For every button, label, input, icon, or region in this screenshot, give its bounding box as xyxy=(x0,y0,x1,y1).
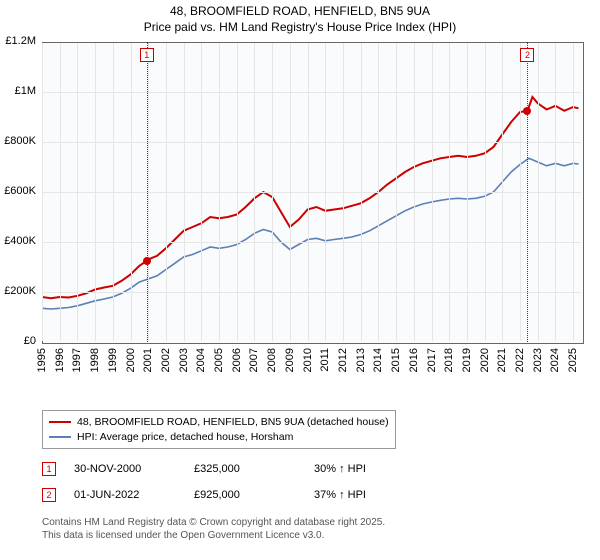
y-axis-label: £200K xyxy=(0,285,36,297)
x-axis-label: 2005 xyxy=(213,348,225,372)
x-axis-label: 2010 xyxy=(302,348,314,372)
legend-item: 48, BROOMFIELD ROAD, HENFIELD, BN5 9UA (… xyxy=(49,415,389,430)
transaction-badge: 2 xyxy=(42,488,56,502)
legend-label: 48, BROOMFIELD ROAD, HENFIELD, BN5 9UA (… xyxy=(77,415,389,430)
transaction-date: 30-NOV-2000 xyxy=(74,463,194,475)
series-line xyxy=(42,158,579,309)
series-line xyxy=(42,97,579,298)
x-axis-label: 1998 xyxy=(89,348,101,372)
y-axis-label: £600K xyxy=(0,185,36,197)
legend-item: HPI: Average price, detached house, Hors… xyxy=(49,430,389,445)
x-axis-label: 2018 xyxy=(443,348,455,372)
y-axis-label: £1.2M xyxy=(0,35,36,47)
x-axis-label: 2022 xyxy=(514,348,526,372)
x-axis-label: 2002 xyxy=(160,348,172,372)
transaction-delta: 37% ↑ HPI xyxy=(314,489,434,501)
x-axis-label: 2000 xyxy=(125,348,137,372)
marker-badge: 1 xyxy=(140,48,154,62)
x-axis-label: 2001 xyxy=(142,348,154,372)
x-axis-label: 2014 xyxy=(372,348,384,372)
y-axis-label: £800K xyxy=(0,135,36,147)
transaction-date: 01-JUN-2022 xyxy=(74,489,194,501)
marker-guide-line xyxy=(527,42,528,342)
x-axis-label: 1996 xyxy=(54,348,66,372)
y-axis-label: £1M xyxy=(0,85,36,97)
transaction-row: 1 30-NOV-2000£325,00030% ↑ HPI xyxy=(42,462,434,476)
x-axis-label: 2006 xyxy=(231,348,243,372)
marker-badge: 2 xyxy=(520,48,534,62)
x-axis-label: 2008 xyxy=(266,348,278,372)
x-axis-label: 1999 xyxy=(107,348,119,372)
chart-legend: 48, BROOMFIELD ROAD, HENFIELD, BN5 9UA (… xyxy=(42,410,396,449)
x-axis-label: 2003 xyxy=(178,348,190,372)
y-axis-label: £400K xyxy=(0,235,36,247)
x-axis-label: 2015 xyxy=(390,348,402,372)
x-axis-label: 2023 xyxy=(532,348,544,372)
chart-lines xyxy=(0,0,600,560)
transaction-price: £925,000 xyxy=(194,489,314,501)
legend-label: HPI: Average price, detached house, Hors… xyxy=(77,430,293,445)
y-axis-label: £0 xyxy=(0,335,36,347)
legend-swatch xyxy=(49,421,71,423)
x-axis-label: 2016 xyxy=(408,348,420,372)
x-axis-label: 2020 xyxy=(479,348,491,372)
x-axis-label: 2024 xyxy=(549,348,561,372)
transaction-badge: 1 xyxy=(42,462,56,476)
chart-attribution: Contains HM Land Registry data © Crown c… xyxy=(42,516,385,542)
transaction-row: 2 01-JUN-2022£925,00037% ↑ HPI xyxy=(42,488,434,502)
x-axis-label: 2021 xyxy=(496,348,508,372)
footer-line-2: This data is licensed under the Open Gov… xyxy=(42,529,385,542)
transaction-price: £325,000 xyxy=(194,463,314,475)
x-axis-label: 2011 xyxy=(319,348,331,372)
transaction-delta: 30% ↑ HPI xyxy=(314,463,434,475)
x-axis-label: 2009 xyxy=(284,348,296,372)
legend-swatch xyxy=(49,436,71,438)
x-axis-label: 2007 xyxy=(248,348,260,372)
x-axis-label: 1995 xyxy=(36,348,48,372)
x-axis-label: 2017 xyxy=(426,348,438,372)
footer-line-1: Contains HM Land Registry data © Crown c… xyxy=(42,516,385,529)
marker-guide-line xyxy=(147,42,148,342)
x-axis-label: 2012 xyxy=(337,348,349,372)
x-axis-label: 2013 xyxy=(355,348,367,372)
x-axis-label: 2025 xyxy=(567,348,579,372)
x-axis-label: 2004 xyxy=(195,348,207,372)
x-axis-label: 1997 xyxy=(71,348,83,372)
marker-point xyxy=(143,257,151,265)
x-axis-label: 2019 xyxy=(461,348,473,372)
